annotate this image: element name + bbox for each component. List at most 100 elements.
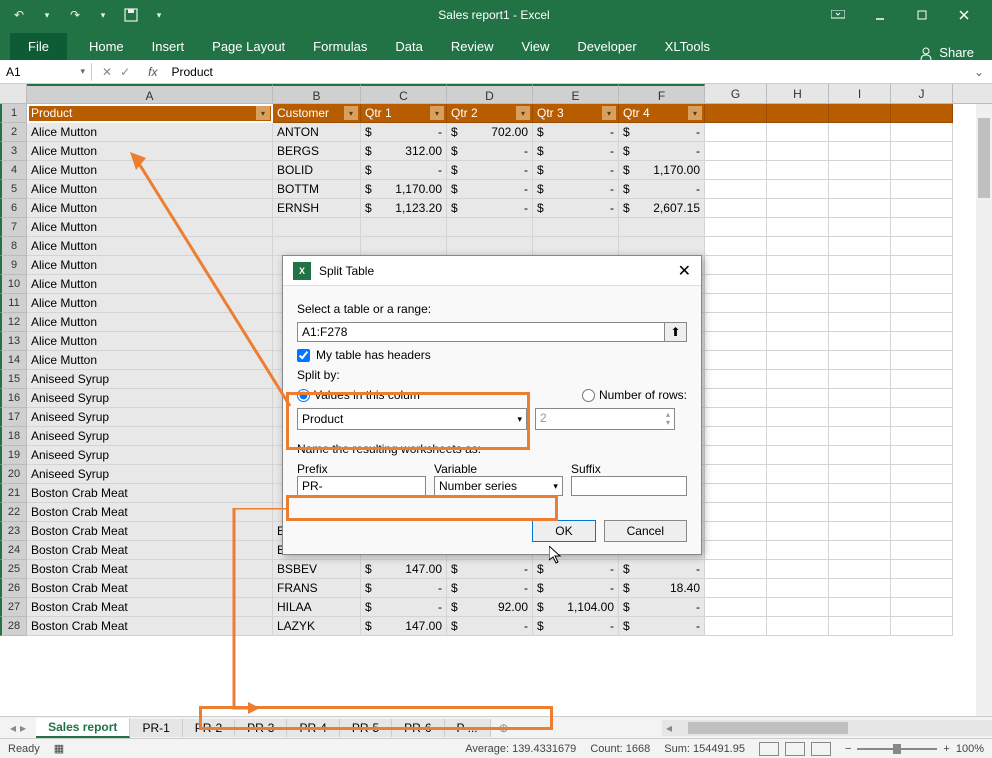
- tab-file[interactable]: File: [10, 33, 67, 60]
- cell[interactable]: Alice Mutton: [27, 142, 273, 161]
- column-header-B[interactable]: B: [273, 84, 361, 103]
- horizontal-scrollbar[interactable]: ◂: [662, 720, 992, 736]
- undo-icon[interactable]: ↶: [8, 4, 30, 26]
- cell[interactable]: [705, 161, 767, 180]
- cell[interactable]: [891, 389, 953, 408]
- cell[interactable]: [891, 313, 953, 332]
- cell[interactable]: $-: [447, 617, 533, 636]
- cell[interactable]: [891, 237, 953, 256]
- page-layout-view-icon[interactable]: [785, 742, 805, 756]
- cell[interactable]: [767, 313, 829, 332]
- radio-rows[interactable]: [582, 389, 595, 402]
- cell[interactable]: [829, 199, 891, 218]
- cell[interactable]: [891, 256, 953, 275]
- cell[interactable]: [891, 332, 953, 351]
- cell[interactable]: Boston Crab Meat: [27, 484, 273, 503]
- row-header[interactable]: 28: [0, 617, 27, 636]
- cell[interactable]: [705, 579, 767, 598]
- sheet-tab-active[interactable]: Sales report: [36, 718, 130, 738]
- table-header-cell[interactable]: Qtr 3▾: [533, 104, 619, 123]
- range-picker-icon[interactable]: ⬆: [665, 322, 687, 342]
- cell[interactable]: [829, 465, 891, 484]
- cell[interactable]: [705, 370, 767, 389]
- cell[interactable]: [705, 199, 767, 218]
- row-header[interactable]: 5: [0, 180, 27, 199]
- row-header[interactable]: 20: [0, 465, 27, 484]
- cell[interactable]: [829, 123, 891, 142]
- column-header-D[interactable]: D: [447, 84, 533, 103]
- cell[interactable]: [705, 541, 767, 560]
- row-header[interactable]: 17: [0, 408, 27, 427]
- row-header[interactable]: 25: [0, 560, 27, 579]
- row-header[interactable]: 12: [0, 313, 27, 332]
- cell[interactable]: [767, 104, 829, 123]
- sheet-tab[interactable]: PR-4: [287, 719, 339, 737]
- cell[interactable]: $-: [361, 161, 447, 180]
- cell[interactable]: $-: [619, 123, 705, 142]
- cell[interactable]: $-: [533, 180, 619, 199]
- cell[interactable]: [767, 465, 829, 484]
- cell[interactable]: [891, 142, 953, 161]
- cell[interactable]: [361, 237, 447, 256]
- cell[interactable]: [447, 237, 533, 256]
- row-header[interactable]: 9: [0, 256, 27, 275]
- cell[interactable]: [891, 427, 953, 446]
- name-box[interactable]: A1 ▾: [0, 63, 92, 81]
- row-header[interactable]: 26: [0, 579, 27, 598]
- cell[interactable]: $147.00: [361, 560, 447, 579]
- cell[interactable]: [705, 598, 767, 617]
- row-header[interactable]: 27: [0, 598, 27, 617]
- cell[interactable]: [767, 579, 829, 598]
- cell[interactable]: BOTTM: [273, 180, 361, 199]
- cell[interactable]: Alice Mutton: [27, 161, 273, 180]
- tab-data[interactable]: Data: [381, 33, 436, 60]
- cell[interactable]: Alice Mutton: [27, 180, 273, 199]
- cell[interactable]: $-: [533, 617, 619, 636]
- cell[interactable]: [767, 218, 829, 237]
- cell[interactable]: [767, 541, 829, 560]
- cell[interactable]: $1,123.20: [361, 199, 447, 218]
- qat-more-icon[interactable]: ▾: [148, 4, 170, 26]
- filter-icon[interactable]: ▾: [602, 106, 616, 120]
- cell[interactable]: Aniseed Syrup: [27, 427, 273, 446]
- cell[interactable]: $147.00: [361, 617, 447, 636]
- tab-view[interactable]: View: [507, 33, 563, 60]
- cell[interactable]: $2,607.15: [619, 199, 705, 218]
- cell[interactable]: $1,170.00: [361, 180, 447, 199]
- cell[interactable]: LAZYK: [273, 617, 361, 636]
- cell[interactable]: $-: [447, 579, 533, 598]
- headers-checkbox[interactable]: [297, 349, 310, 362]
- cell[interactable]: [829, 579, 891, 598]
- cell[interactable]: Aniseed Syrup: [27, 370, 273, 389]
- cell[interactable]: [533, 218, 619, 237]
- cell[interactable]: [891, 560, 953, 579]
- cell[interactable]: $-: [533, 560, 619, 579]
- cell[interactable]: $1,170.00: [619, 161, 705, 180]
- cell[interactable]: [767, 617, 829, 636]
- cell[interactable]: [767, 180, 829, 199]
- variable-select[interactable]: Number series ▾: [434, 476, 563, 496]
- cell[interactable]: [767, 484, 829, 503]
- cell[interactable]: [705, 446, 767, 465]
- row-number-input[interactable]: 2 ▴▾: [535, 408, 675, 430]
- cell[interactable]: $-: [447, 199, 533, 218]
- cell[interactable]: Aniseed Syrup: [27, 446, 273, 465]
- row-header[interactable]: 18: [0, 427, 27, 446]
- cell[interactable]: Boston Crab Meat: [27, 617, 273, 636]
- expand-formula-icon[interactable]: ⌄: [966, 65, 992, 79]
- cell[interactable]: [829, 560, 891, 579]
- cell[interactable]: [891, 351, 953, 370]
- cell[interactable]: [829, 332, 891, 351]
- macro-record-icon[interactable]: ▦: [54, 742, 64, 755]
- cancel-button[interactable]: Cancel: [604, 520, 687, 542]
- table-header-cell[interactable]: Product▾: [27, 104, 273, 123]
- cell[interactable]: [891, 123, 953, 142]
- cell[interactable]: [705, 522, 767, 541]
- row-header[interactable]: 24: [0, 541, 27, 560]
- cell[interactable]: ANTON: [273, 123, 361, 142]
- cell[interactable]: Alice Mutton: [27, 123, 273, 142]
- ribbon-options-icon[interactable]: [818, 2, 858, 28]
- tab-home[interactable]: Home: [75, 33, 138, 60]
- cell[interactable]: [273, 237, 361, 256]
- cell[interactable]: Boston Crab Meat: [27, 503, 273, 522]
